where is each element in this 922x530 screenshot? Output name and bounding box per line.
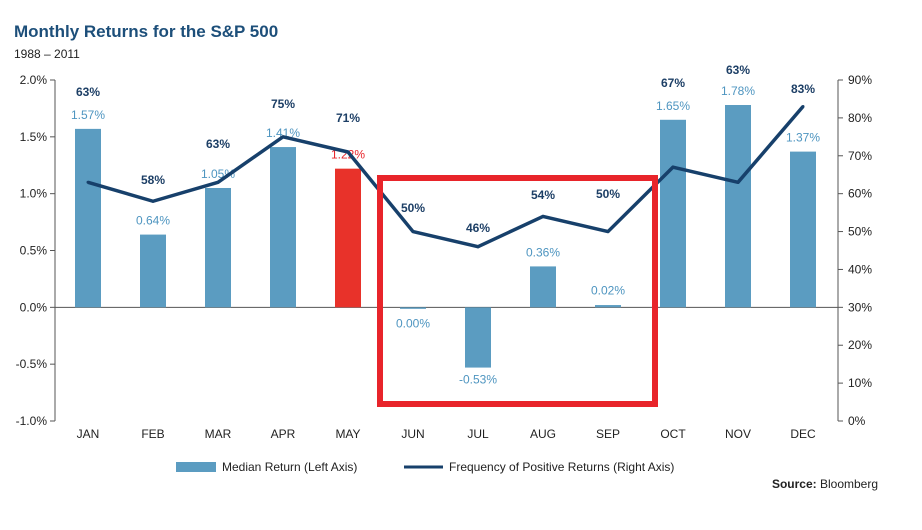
frequency-point bbox=[736, 180, 740, 184]
frequency-point bbox=[671, 165, 675, 169]
frequency-point bbox=[411, 230, 415, 234]
frequency-value-label: 58% bbox=[141, 173, 165, 187]
frequency-point bbox=[86, 180, 90, 184]
bar-apr bbox=[270, 147, 296, 308]
x-axis-category-label: APR bbox=[271, 427, 296, 441]
legend-bar-label: Median Return (Left Axis) bbox=[222, 460, 357, 474]
frequency-value-label: 63% bbox=[76, 85, 100, 99]
source-label: Source: bbox=[771, 477, 817, 491]
left-axis-tick-label: 1.5% bbox=[20, 130, 48, 144]
bar-sep bbox=[595, 305, 621, 308]
bar-value-label: 1.65% bbox=[656, 99, 690, 113]
x-axis-category-label: AUG bbox=[530, 427, 556, 441]
right-axis-tick-label: 90% bbox=[848, 73, 872, 87]
bar-jan bbox=[75, 128, 101, 308]
frequency-value-label: 67% bbox=[661, 76, 685, 90]
bar-value-label: 1.78% bbox=[721, 84, 755, 98]
frequency-value-label: 71% bbox=[336, 111, 360, 125]
frequency-point bbox=[476, 245, 480, 249]
bar-value-label: -0.53% bbox=[459, 373, 497, 387]
x-axis-category-label: MAY bbox=[335, 427, 360, 441]
x-axis-category-label: JAN bbox=[77, 427, 100, 441]
right-axis-tick-label: 70% bbox=[848, 149, 872, 163]
bar-value-label: 1.41% bbox=[266, 126, 300, 140]
chart-subtitle: 1988 – 2011 bbox=[14, 47, 80, 61]
left-axis-tick-label: 0.0% bbox=[20, 300, 48, 314]
bar-mar bbox=[205, 187, 231, 308]
bar-jun bbox=[400, 307, 426, 309]
x-axis-category-label: MAR bbox=[205, 427, 232, 441]
left-axis-tick-label: 0.5% bbox=[20, 244, 48, 258]
bar-dec bbox=[790, 151, 816, 308]
bar-value-label: 0.64% bbox=[136, 214, 170, 228]
frequency-value-label: 75% bbox=[271, 97, 295, 111]
bar-oct bbox=[660, 119, 686, 308]
frequency-point bbox=[606, 230, 610, 234]
frequency-value-label: 83% bbox=[791, 82, 815, 96]
right-axis-tick-label: 20% bbox=[848, 338, 872, 352]
frequency-point bbox=[541, 214, 545, 218]
bar-jul bbox=[465, 307, 491, 368]
left-axis-tick-label: -1.0% bbox=[16, 414, 48, 428]
frequency-value-label: 46% bbox=[466, 221, 490, 235]
bar-may bbox=[335, 168, 361, 308]
bar-value-label: 0.36% bbox=[526, 245, 560, 259]
source-value: Bloomberg bbox=[819, 477, 878, 491]
frequency-point bbox=[346, 150, 350, 154]
bar-feb bbox=[140, 234, 166, 308]
x-axis-category-label: JUN bbox=[401, 427, 424, 441]
frequency-point bbox=[216, 180, 220, 184]
frequency-point bbox=[801, 105, 805, 109]
x-axis-category-label: NOV bbox=[725, 427, 751, 441]
frequency-value-label: 50% bbox=[401, 201, 425, 215]
x-axis-category-label: FEB bbox=[141, 427, 164, 441]
frequency-line bbox=[87, 105, 805, 249]
source-note: Source: Bloomberg bbox=[772, 477, 878, 491]
bar-value-label: 0.02% bbox=[591, 283, 625, 297]
x-axis-category-label: DEC bbox=[790, 427, 816, 441]
bar-aug bbox=[530, 266, 556, 308]
right-axis-tick-label: 10% bbox=[848, 376, 872, 390]
right-axis-tick-label: 60% bbox=[848, 187, 872, 201]
x-axis-category-label: SEP bbox=[596, 427, 620, 441]
left-axis-tick-label: 2.0% bbox=[20, 73, 48, 87]
highlight-box bbox=[377, 175, 658, 407]
frequency-value-label: 54% bbox=[531, 188, 555, 202]
right-axis-tick-label: 80% bbox=[848, 111, 872, 125]
right-axis-tick-label: 40% bbox=[848, 262, 872, 276]
frequency-value-label: 50% bbox=[596, 187, 620, 201]
x-axis-category-label: OCT bbox=[660, 427, 686, 441]
legend-bar-swatch bbox=[176, 462, 216, 472]
bar-value-label: 1.57% bbox=[71, 108, 105, 122]
right-axis-tick-label: 0% bbox=[848, 414, 866, 428]
frequency-value-label: 63% bbox=[206, 137, 230, 151]
right-axis-tick-label: 30% bbox=[848, 300, 872, 314]
legend-line-label: Frequency of Positive Returns (Right Axi… bbox=[449, 460, 674, 474]
bar-value-label: 0.00% bbox=[396, 316, 430, 330]
right-axis-tick-label: 50% bbox=[848, 225, 872, 239]
x-axis-category-label: JUL bbox=[467, 427, 489, 441]
frequency-point bbox=[281, 135, 285, 139]
bar-value-label: 1.37% bbox=[786, 131, 820, 145]
left-axis-tick-label: 1.0% bbox=[20, 187, 48, 201]
chart-title: Monthly Returns for the S&P 500 bbox=[14, 22, 279, 41]
left-axis-tick-label: -0.5% bbox=[16, 357, 48, 371]
bar-nov bbox=[725, 105, 751, 308]
frequency-value-label: 63% bbox=[726, 63, 750, 77]
frequency-point bbox=[151, 199, 155, 203]
